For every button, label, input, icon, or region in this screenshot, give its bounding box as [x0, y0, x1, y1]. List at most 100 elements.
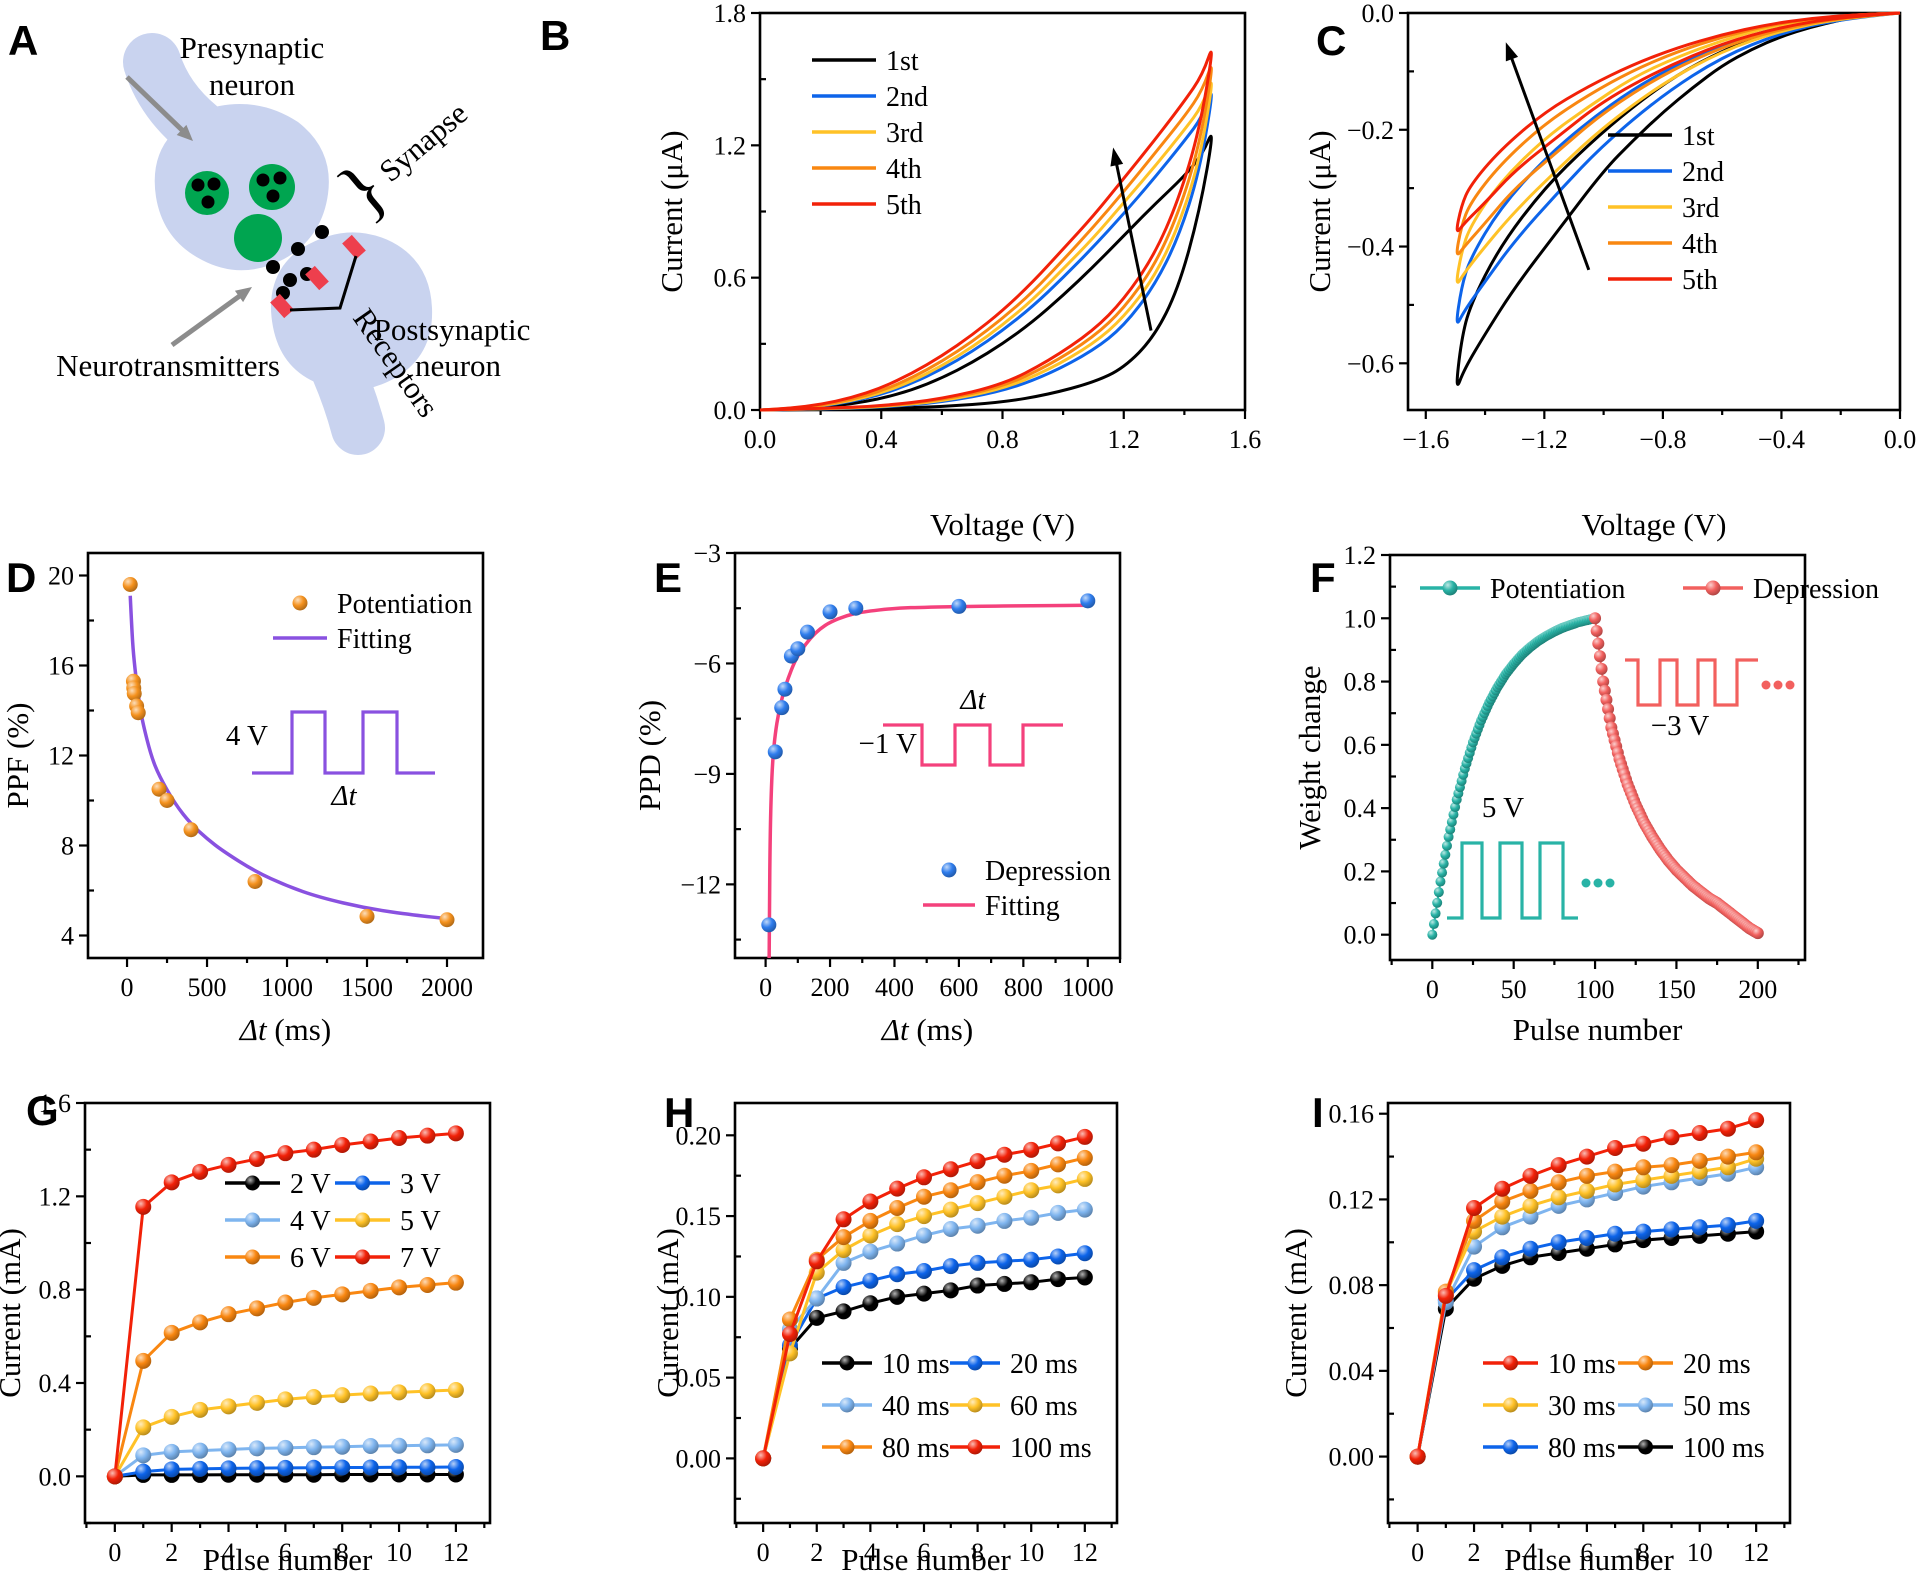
data-marker: [967, 1355, 983, 1371]
data-marker: [1503, 1355, 1518, 1371]
trend-arrowhead-icon: [1505, 42, 1519, 62]
data-marker: [1550, 1234, 1567, 1251]
data-marker: [247, 874, 263, 889]
x-axis-title: Pulse number: [841, 1542, 1011, 1577]
legend-label: 1st: [886, 46, 919, 77]
data-marker: [277, 1439, 294, 1456]
legend-label: 1st: [1682, 121, 1715, 152]
y-tick-label: 0.00: [1329, 1443, 1375, 1472]
x-tick-label: −0.8: [1639, 425, 1686, 454]
y-tick-label: 0.8: [1344, 668, 1377, 697]
data-marker: [1050, 1135, 1067, 1152]
data-marker: [135, 1352, 152, 1369]
y-axis-title: Current (μA): [1302, 130, 1337, 292]
data-marker: [1050, 1156, 1067, 1173]
presynaptic-arrow: [125, 75, 185, 133]
data-marker: [391, 1437, 408, 1454]
data-marker: [1080, 593, 1096, 609]
data-marker: [996, 1275, 1013, 1292]
data-marker: [862, 1243, 879, 1260]
series-line-3rd: [1455, 11, 1901, 284]
data-marker: [835, 1279, 852, 1296]
data-marker: [362, 1282, 379, 1299]
y-axis-title: Current (mA): [1278, 1228, 1313, 1398]
data-marker: [277, 1145, 294, 1162]
data-marker: [192, 1460, 209, 1477]
ppf-chart: D 0 500 1000 1500 2000 4 8 12 16 20 Δt (ms) PPF (%) P…: [0, 551, 485, 1047]
panel-a: A: [0, 0, 530, 550]
neurotransmitter-arrow: [170, 292, 243, 348]
y-tick-label: 0.6: [1344, 731, 1377, 760]
data-marker: [439, 912, 455, 928]
data-marker: [889, 1200, 906, 1216]
legend-label: 6 V: [290, 1243, 331, 1274]
data-marker: [163, 1174, 180, 1191]
chart-E: E 0 200 400 600 800 1000 −3 −6 −9 −12 Δt (ms) PPD (%…: [632, 539, 1122, 1047]
receptor-pointer-line: [289, 255, 358, 312]
data-marker: [951, 598, 967, 614]
x-tick-label: 150: [1657, 975, 1696, 1004]
x-tick-label: 0: [757, 1538, 770, 1567]
data-marker: [1593, 650, 1606, 663]
data-marker: [1050, 1204, 1067, 1221]
pulse-waveform: [883, 723, 1063, 767]
legend-label: Fitting: [337, 624, 412, 655]
data-marker: [1428, 919, 1439, 930]
data-marker: [915, 1188, 932, 1205]
x-tick-label: 10: [1018, 1538, 1044, 1567]
data-marker: [1635, 1135, 1652, 1152]
data-marker: [1590, 624, 1603, 637]
data-marker: [355, 1249, 370, 1265]
data-marker: [245, 1212, 260, 1228]
data-marker: [1445, 824, 1456, 835]
series-line-4th: [1455, 11, 1901, 256]
data-marker: [1050, 1271, 1067, 1288]
data-marker: [1023, 1141, 1040, 1158]
data-marker: [334, 1438, 351, 1455]
ellipsis-dot-icon: [1581, 878, 1591, 888]
data-marker: [130, 705, 146, 721]
data-marker: [1023, 1251, 1040, 1268]
data-marker: [1433, 887, 1444, 898]
y-tick-label: 16: [48, 652, 74, 681]
data-marker: [1550, 1157, 1567, 1174]
data-marker: [355, 1175, 370, 1191]
data-marker: [419, 1383, 436, 1400]
y-tick-label: −9: [693, 760, 721, 789]
panel-d: D 0 500 1000 1500 2000 4 8 12 16 20 Δt (ms) PPF (%) P…: [0, 440, 520, 1070]
panel-letter-d: D: [6, 554, 36, 601]
data-marker: [1522, 1197, 1539, 1214]
x-tick-label: 1000: [261, 973, 313, 1002]
data-marker: [1607, 1140, 1624, 1156]
ticks: [76, 1101, 486, 1532]
x-axis-title: Pulse number: [203, 1542, 373, 1577]
legend-label: Depression: [985, 856, 1111, 887]
data-marker: [969, 1254, 986, 1271]
x-tick-label: 12: [1072, 1538, 1098, 1567]
axes-frame: [1406, 11, 1902, 412]
data-marker: [774, 700, 790, 716]
presynaptic-label-line1: Presynaptic: [180, 30, 325, 65]
data-marker: [1076, 1269, 1093, 1286]
data-marker: [969, 1153, 986, 1170]
data-marker: [163, 1324, 180, 1341]
data-marker: [1638, 1397, 1653, 1413]
axes-frame: [733, 551, 1122, 960]
y-tick-label: 0.8: [39, 1276, 72, 1305]
x-tick-label: 6: [917, 1538, 930, 1567]
data-marker: [277, 1294, 294, 1311]
legend-label: 3rd: [1682, 193, 1719, 224]
data-marker: [755, 1450, 772, 1467]
data-marker: [1076, 1149, 1093, 1166]
data-marker: [1595, 662, 1608, 675]
data-marker: [889, 1288, 906, 1305]
data-marker: [1607, 1176, 1624, 1193]
data-marker: [1719, 1120, 1736, 1137]
presynaptic-arrowhead-icon: [176, 124, 193, 141]
data-marker: [1076, 1170, 1093, 1187]
x-tick-label: 6: [279, 1538, 292, 1567]
data-marker: [1597, 675, 1610, 688]
pulse-waveform: [1625, 658, 1758, 707]
y-tick-label: −0.4: [1347, 233, 1394, 262]
y-tick-label: 0.2: [1344, 857, 1377, 886]
